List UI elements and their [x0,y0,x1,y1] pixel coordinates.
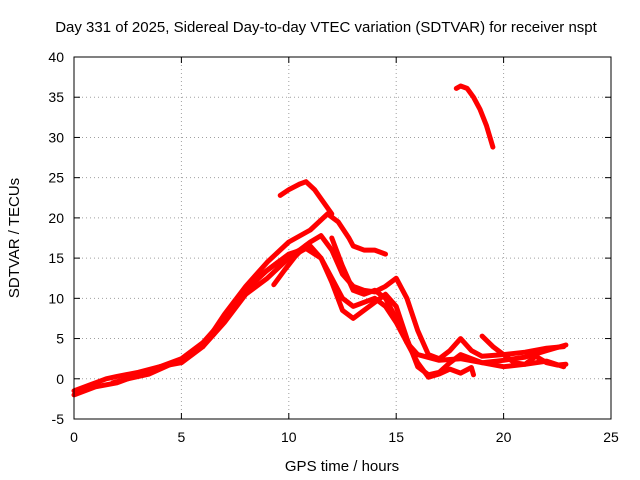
x-tick-label: 15 [388,429,404,445]
series-track-6 [329,235,476,380]
y-tick-label: 0 [56,371,64,387]
x-tick-label: 20 [496,429,512,445]
x-axis-label: GPS time / hours [285,458,399,475]
chart-title: Day 331 of 2025, Sidereal Day-to-day VTE… [55,19,597,36]
x-tick-labels: 0 5 10 15 20 25 [70,429,619,445]
y-tick-label: 40 [48,49,64,65]
series-track-5 [277,179,335,217]
y-tick-label: 25 [48,170,64,186]
plot-frame [73,56,612,420]
series-group [71,83,569,398]
y-tick-label: 5 [56,331,64,347]
y-tick-label: 20 [48,210,64,226]
x-tick-label: 5 [178,429,186,445]
x-tick-label: 0 [70,429,78,445]
x-tick-label: 10 [281,429,297,445]
x-tick-label: 25 [603,429,619,445]
y-axis-label: SDTVAR / TECUs [6,178,23,298]
y-tick-label: 30 [48,129,64,145]
y-tick-label: 35 [48,89,64,105]
series-track-8 [271,242,318,288]
series-track-4 [200,211,388,350]
axis-ticks [73,56,612,420]
y-tick-label: 10 [48,290,64,306]
series-track-7 [479,333,569,368]
series-track-9 [453,83,496,150]
y-tick-label: -5 [52,411,65,427]
y-tick-labels: -5 0 5 10 15 20 25 30 35 40 [48,49,64,427]
y-tick-label: 15 [48,250,64,266]
